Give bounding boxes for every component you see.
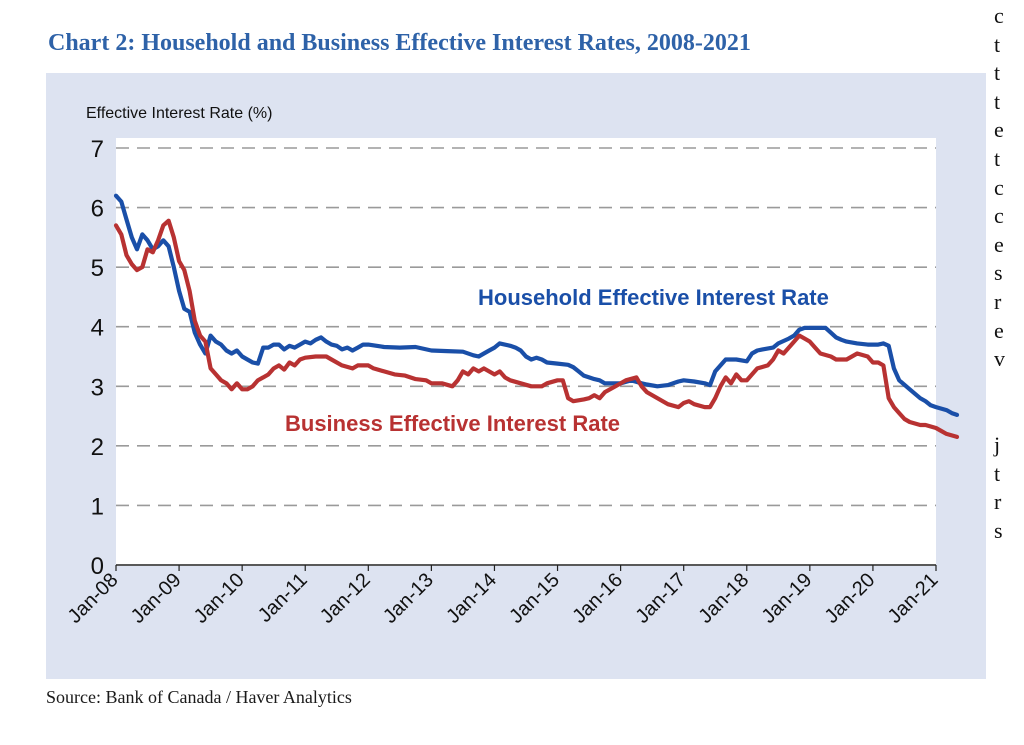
x-tick-label: Jan-17 bbox=[631, 569, 690, 628]
y-tick-label: 1 bbox=[91, 493, 104, 520]
margin-letter: r bbox=[994, 489, 1002, 515]
household-series-label: Household Effective Interest Rate bbox=[478, 285, 829, 310]
y-tick-label: 6 bbox=[91, 196, 104, 223]
margin-letter: r bbox=[994, 288, 1002, 314]
x-tick-label: Jan-13 bbox=[379, 569, 438, 628]
x-tick-label: Jan-10 bbox=[190, 569, 249, 628]
x-tick-label: Jan-11 bbox=[254, 569, 312, 627]
margin-letter: v bbox=[994, 346, 1005, 372]
x-tick-label: Jan-21 bbox=[884, 569, 943, 628]
margin-letter: c bbox=[994, 174, 1004, 200]
y-tick-label: 3 bbox=[91, 374, 104, 401]
source-note: Source: Bank of Canada / Haver Analytics bbox=[46, 687, 352, 707]
margin-letter: t bbox=[994, 60, 1001, 86]
x-tick-label: Jan-15 bbox=[505, 569, 564, 628]
y-tick-label: 5 bbox=[91, 255, 104, 282]
y-axis-label: Effective Interest Rate (%) bbox=[86, 105, 272, 122]
business-series-label: Business Effective Interest Rate bbox=[285, 411, 620, 436]
margin-letter: c bbox=[994, 3, 1004, 28]
margin-letter: j bbox=[994, 431, 1001, 457]
x-tick-label: Jan-16 bbox=[568, 569, 627, 628]
chart-title: Chart 2: Household and Business Effectiv… bbox=[48, 30, 751, 56]
y-tick-label: 7 bbox=[91, 136, 104, 163]
y-axis-ticks: 0 1 2 3 4 5 6 7 bbox=[91, 136, 104, 580]
x-tick-label: Jan-12 bbox=[316, 569, 375, 628]
y-tick-label: 4 bbox=[91, 315, 104, 342]
margin-letter: e bbox=[994, 231, 1004, 257]
margin-letter: c bbox=[994, 203, 1004, 229]
margin-letter: s bbox=[994, 260, 1003, 286]
margin-letter bbox=[994, 402, 1024, 431]
y-tick-label: 2 bbox=[91, 434, 104, 461]
x-axis-ticks: Jan-08 Jan-09 Jan-10 Jan-11 Jan-12 Jan-13 Jan-… bbox=[64, 565, 943, 628]
x-tick-label: Jan-18 bbox=[695, 569, 754, 628]
plot-area bbox=[116, 138, 936, 566]
margin-letter bbox=[994, 374, 1024, 403]
x-tick-label: Jan-20 bbox=[821, 569, 880, 628]
series-lines bbox=[113, 193, 960, 439]
x-tick-label: Jan-19 bbox=[758, 569, 817, 628]
margin-letter: t bbox=[994, 88, 1001, 114]
x-tick-label: Jan-09 bbox=[127, 569, 186, 628]
margin-letter: t bbox=[994, 31, 1001, 57]
margin-letter: s bbox=[994, 517, 1003, 543]
margin-letter: t bbox=[994, 145, 1001, 171]
margin-letter: e bbox=[994, 317, 1004, 343]
margin-letter: t bbox=[994, 460, 1001, 486]
business-series-line bbox=[113, 218, 960, 439]
y-tick-label: 0 bbox=[91, 553, 104, 580]
x-tick-label: Jan-14 bbox=[442, 569, 501, 628]
margin-letter: e bbox=[994, 117, 1004, 143]
household-series-line bbox=[113, 193, 960, 417]
